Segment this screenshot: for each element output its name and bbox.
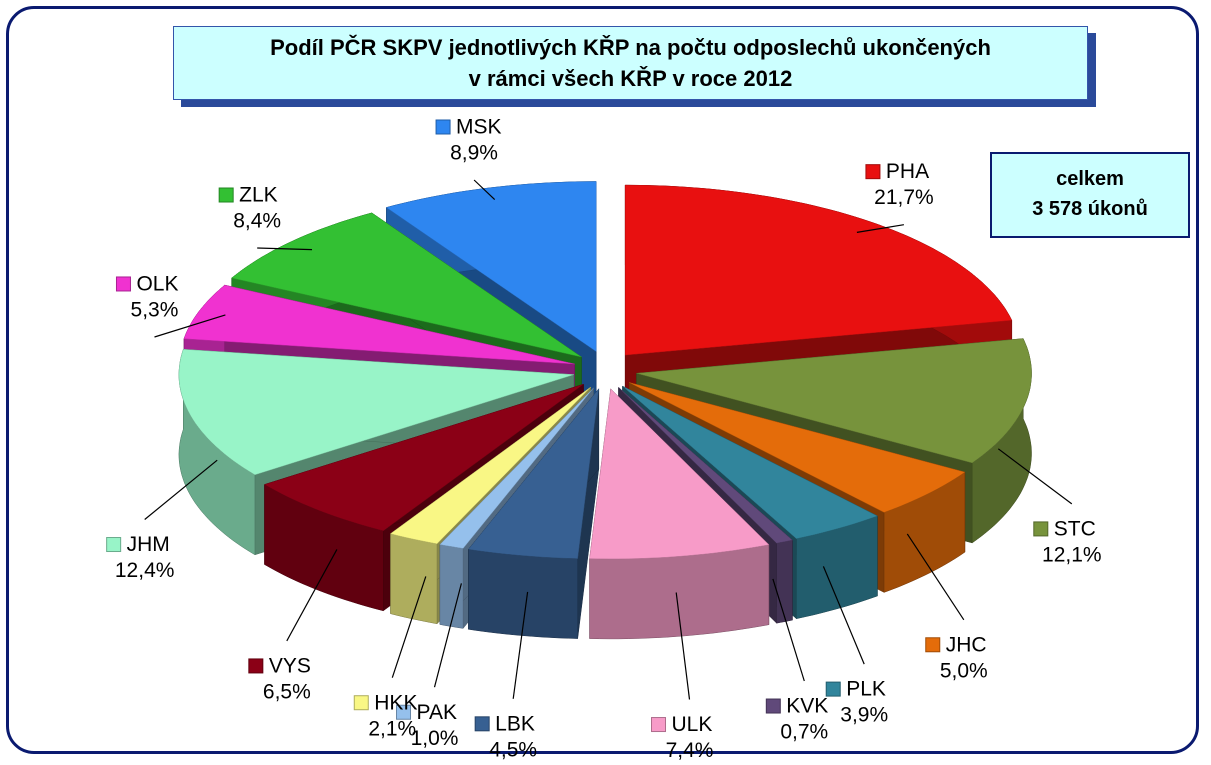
leader-line	[906, 533, 965, 621]
legend-swatch	[353, 695, 369, 711]
slice-wall	[776, 539, 793, 624]
value-label: 6,5%	[263, 680, 311, 703]
chart-title: Podíl PČR SKPV jednotlivých KŘP na počtu…	[173, 26, 1088, 100]
slice-top	[183, 284, 575, 365]
slice-label: OLK	[136, 273, 178, 296]
slice-label: ZLK	[239, 184, 278, 207]
legend-swatch	[1033, 521, 1049, 537]
value-label: 0,7%	[780, 721, 828, 744]
total-box: celkem 3 578 úkonů	[990, 152, 1190, 238]
legend-swatch	[825, 681, 841, 697]
value-label: 7,4%	[666, 739, 714, 762]
value-label: 12,4%	[115, 559, 175, 582]
slice	[467, 387, 600, 639]
legend-swatch	[765, 698, 781, 714]
legend-swatch	[474, 716, 490, 732]
leader-line	[997, 448, 1073, 505]
slice-top	[622, 385, 879, 539]
value-label: 12,1%	[1042, 543, 1102, 566]
slice-top	[618, 387, 793, 544]
leader-line	[286, 549, 338, 642]
slice-top	[467, 387, 600, 559]
slice-label: PHA	[886, 160, 929, 183]
slice-label: STC	[1054, 517, 1096, 540]
value-label: 5,3%	[131, 299, 179, 322]
slice-top	[231, 212, 582, 358]
slice-label: MSK	[456, 116, 502, 139]
slice-label: JHM	[127, 533, 170, 556]
slice-label: ULK	[672, 713, 713, 736]
leader-line	[257, 247, 313, 251]
value-label: 4,5%	[489, 738, 537, 761]
legend-swatch	[248, 658, 264, 674]
legend-swatch	[865, 164, 881, 180]
value-label: 21,7%	[874, 186, 934, 209]
slice-top	[589, 388, 770, 560]
value-label: 3,9%	[840, 704, 888, 727]
slice-top	[636, 338, 1032, 464]
leader-line	[391, 576, 427, 678]
legend-swatch	[651, 717, 667, 733]
slice-top	[439, 387, 594, 549]
value-label: 1,0%	[411, 727, 459, 750]
slice-label: KVK	[786, 695, 828, 718]
leader-line	[856, 224, 904, 233]
slice-label: PLK	[846, 678, 886, 701]
slice-top	[389, 386, 591, 545]
slice-label: HKK	[374, 691, 417, 714]
value-label: 2,1%	[368, 717, 416, 740]
legend-swatch	[435, 119, 451, 135]
leader-line	[512, 591, 529, 699]
slice-top	[385, 181, 597, 352]
legend-swatch	[106, 537, 122, 553]
leader-line	[772, 578, 805, 682]
slice-top	[624, 184, 1013, 356]
legend-swatch	[925, 637, 941, 653]
slice-top	[178, 349, 574, 476]
slice-label: PAK	[417, 701, 457, 724]
slice-wall	[390, 533, 438, 625]
slice-label: VYS	[269, 654, 311, 677]
value-label: 8,9%	[450, 142, 498, 165]
slice-top	[629, 382, 966, 513]
leader-line	[675, 592, 691, 700]
slice-label: JHC	[946, 633, 987, 656]
legend-swatch	[115, 276, 131, 292]
leader-line	[473, 179, 496, 201]
leader-line	[154, 314, 226, 338]
leader-line	[144, 459, 218, 520]
leader-line	[822, 566, 865, 665]
slice-wall	[439, 544, 464, 629]
slice-label: LBK	[495, 712, 535, 735]
legend-swatch	[218, 187, 234, 203]
frame	[6, 6, 1199, 754]
slice	[589, 388, 770, 640]
legend-swatch	[396, 704, 412, 720]
value-label: 8,4%	[233, 210, 281, 233]
slice-top	[263, 383, 584, 532]
value-label: 5,0%	[940, 659, 988, 682]
leader-line	[433, 583, 462, 688]
